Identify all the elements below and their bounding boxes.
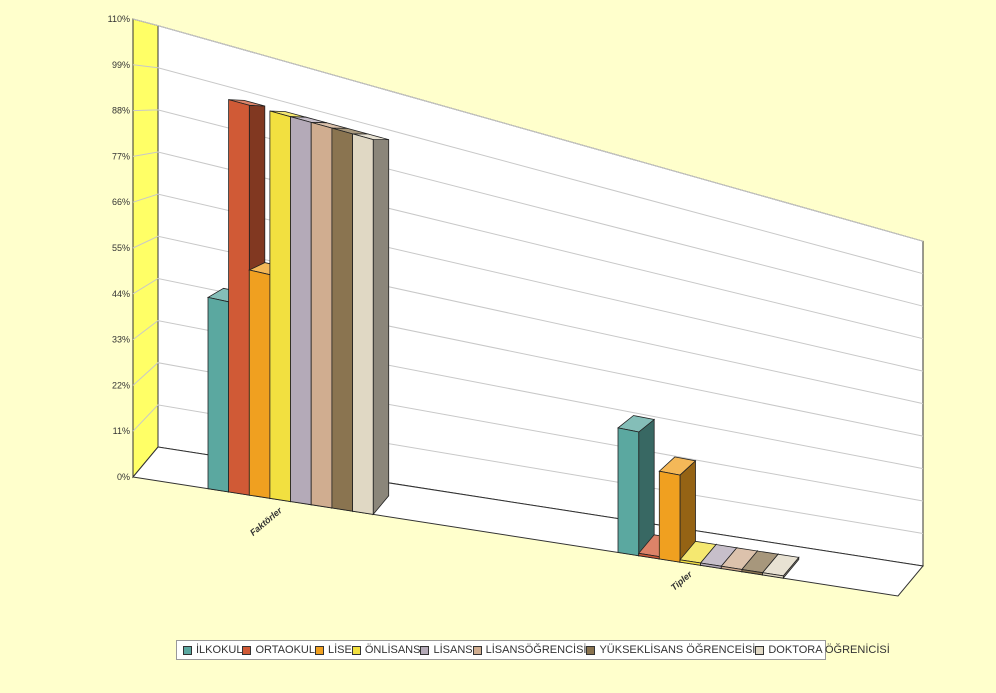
- gridline: [132, 235, 924, 405]
- bar-front: [310, 121, 333, 509]
- legend-item: YÜKSEKLİSANS ÖĞRENCEİSİ: [586, 644, 755, 656]
- bar: [761, 553, 800, 580]
- legend-label: LİSE: [327, 644, 352, 656]
- gridline: [132, 18, 924, 242]
- gridline: [132, 362, 924, 502]
- legend-swatch: [420, 645, 430, 655]
- y-tick-label: 55%: [112, 243, 130, 253]
- y-tick-label: 11%: [113, 426, 130, 436]
- bar-front: [762, 572, 784, 579]
- legend-swatch: [242, 645, 252, 655]
- gridline: [132, 109, 924, 307]
- chart-legend: İLKOKUL ORTAOKUL LİSE ÖNLİSANS LİSANS LİSANSÖ…: [176, 640, 890, 660]
- y-tick-label: 77%: [112, 151, 130, 161]
- legend-item: LİSANSÖĞRENCİSİ: [472, 644, 587, 656]
- legend-swatch: [472, 645, 482, 655]
- bar-front: [352, 133, 374, 515]
- y-tick-label: 88%: [112, 106, 130, 116]
- bar: [617, 415, 656, 557]
- gridline: [132, 277, 924, 437]
- legend-label: LİSANS: [433, 644, 473, 656]
- legend-swatch: [183, 645, 192, 655]
- y-tick-label: 99%: [112, 60, 130, 70]
- bar-side: [372, 139, 390, 516]
- y-tick-label: 33%: [112, 335, 130, 345]
- y-tick-label: 110%: [108, 14, 130, 24]
- legend-label: LİSANSÖĞRENCİSİ: [485, 644, 587, 656]
- legend-swatch: [755, 645, 765, 655]
- legend-label: İLKOKUL: [196, 644, 243, 656]
- legend-item: LİSE: [314, 644, 352, 656]
- y-tick-label: 22%: [112, 380, 130, 390]
- bar-front: [658, 470, 681, 563]
- legend-item: İLKOKUL: [183, 644, 242, 656]
- legend-swatch: [314, 645, 324, 655]
- x-category-label: Faktörler: [248, 505, 284, 538]
- gridline: [132, 320, 924, 470]
- legend-label: DOKTORA ÖĞRENİCİSİ: [768, 644, 890, 656]
- y-tick-label: 0%: [117, 472, 130, 482]
- legend-label: ORTAOKUL: [255, 644, 315, 656]
- bar-front: [248, 269, 271, 499]
- bar: [658, 456, 697, 564]
- bar-front: [207, 296, 230, 493]
- gridline: [132, 193, 924, 372]
- legend-label: YÜKSEKLİSANS ÖĞRENCEİSİ: [599, 644, 756, 656]
- legend-item: DOKTORA ÖĞRENİCİSİ: [755, 644, 890, 656]
- gridline: [132, 151, 924, 340]
- gridline: [132, 64, 924, 275]
- y-tick-label: 66%: [112, 197, 130, 207]
- bar-front: [290, 116, 312, 506]
- legend-label: ÖNLİSANS: [364, 644, 421, 656]
- bar-side: [638, 418, 655, 557]
- legend-swatch: [586, 645, 596, 655]
- legend-item: ÖNLİSANS: [351, 644, 421, 656]
- x-category-label: Tipler: [669, 569, 694, 593]
- legend-item: LİSANS: [420, 644, 473, 656]
- bar-front: [269, 110, 292, 502]
- legend-item: ORTAOKUL: [242, 644, 315, 656]
- bar-front: [617, 427, 640, 557]
- y-tick-label: 44%: [112, 289, 130, 299]
- bar-front: [228, 99, 250, 496]
- bar: [352, 133, 390, 516]
- bar-front: [331, 127, 354, 512]
- legend-swatch: [351, 645, 361, 655]
